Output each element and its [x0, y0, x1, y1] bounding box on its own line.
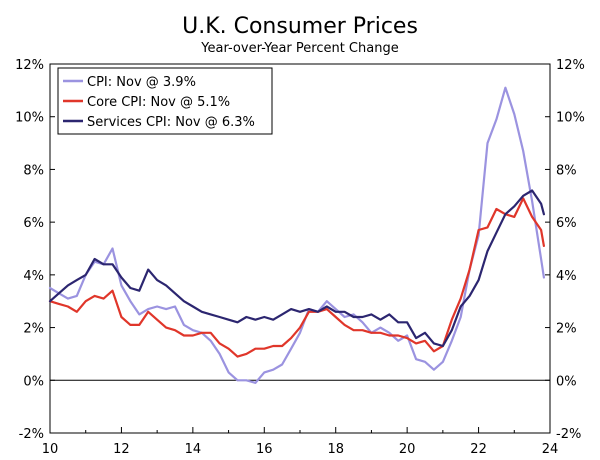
y-tick-label-left: -2%: [19, 427, 44, 442]
y-tick-label-right: 0%: [556, 374, 577, 389]
legend-label-2: Core CPI: Nov @ 5.1%: [87, 95, 230, 110]
series-line-3: [48, 189, 545, 348]
x-tick-label: 18: [327, 442, 344, 457]
y-tick-label-right: 2%: [556, 322, 577, 337]
y-tick-label-left: 8%: [23, 163, 44, 178]
y-tick-label-left: 2%: [23, 322, 44, 337]
y-tick-label-right: -2%: [556, 427, 581, 442]
chart-title: U.K. Consumer Prices: [182, 14, 418, 39]
y-tick-label-left: 4%: [23, 269, 44, 284]
y-tick-label-right: 10%: [556, 111, 585, 126]
y-tick-label-right: 8%: [556, 163, 577, 178]
legend-label-3: Services CPI: Nov @ 6.3%: [87, 115, 255, 130]
x-tick-label: 24: [542, 442, 559, 457]
x-tick-label: 10: [42, 442, 59, 457]
series-line-1: [48, 86, 545, 384]
legend-box: [57, 67, 273, 135]
series-line-2: [48, 197, 545, 358]
y-tick-label-right: 6%: [556, 216, 577, 231]
x-tick-label: 16: [256, 442, 273, 457]
y-tick-label-left: 0%: [23, 374, 44, 389]
x-tick-label: 20: [399, 442, 416, 457]
y-tick-label-left: 10%: [15, 111, 44, 126]
legend: CPI: Nov @ 3.9% Core CPI: Nov @ 5.1% Servi…: [57, 67, 273, 135]
y-tick-label-right: 4%: [556, 269, 577, 284]
series-group: [48, 86, 545, 384]
y-tick-label-right: 12%: [556, 58, 585, 73]
x-tick-label: 12: [113, 442, 130, 457]
legend-label-1: CPI: Nov @ 3.9%: [87, 75, 196, 90]
axes: -2% -2% 0% 0% 2% 2% 4% 4% 6% 6% 8% 8% 10% 10% 12% 12% 10…: [15, 58, 585, 457]
x-tick-label: 14: [185, 442, 202, 457]
y-tick-label-left: 12%: [15, 58, 44, 73]
x-tick-label: 22: [470, 442, 487, 457]
y-tick-label-left: 6%: [23, 216, 44, 231]
chart-subtitle: Year-over-Year Percent Change: [200, 41, 398, 56]
